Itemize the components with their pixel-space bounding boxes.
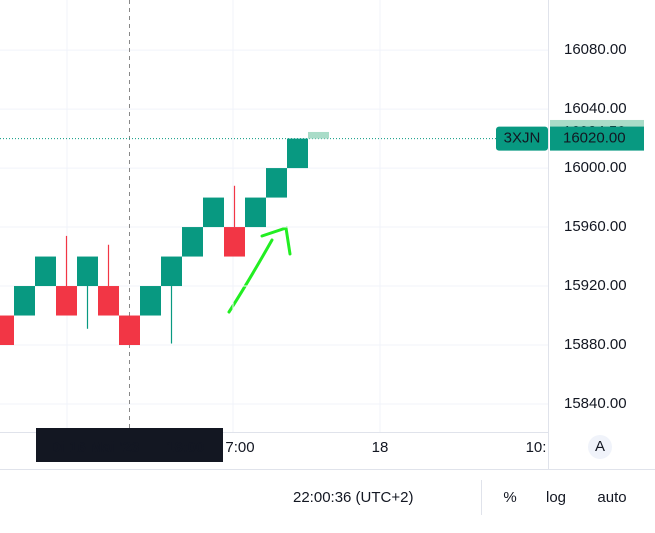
last-price-label: 16020.00 xyxy=(563,130,626,147)
brick xyxy=(98,286,119,316)
pending-brick xyxy=(308,131,329,139)
brick xyxy=(119,315,140,346)
chart-layer: 15840.00 15880.00 15920.00 15960.00 16000.00… xyxy=(0,0,644,506)
brick xyxy=(182,227,203,257)
y-tick-label: 15880.00 xyxy=(564,336,627,353)
clock: 22:00:36 (UTC+2) xyxy=(293,489,413,506)
brick xyxy=(161,256,182,287)
y-tick-label: 16000.00 xyxy=(564,159,627,176)
brick xyxy=(266,168,287,198)
crosshair-box xyxy=(36,428,223,462)
brick xyxy=(77,256,98,287)
brick xyxy=(287,138,308,169)
toolbar-button[interactable]: log xyxy=(546,489,566,506)
toolbar-button[interactable]: auto xyxy=(597,489,626,506)
y-tick-label: 15920.00 xyxy=(564,277,627,294)
brick xyxy=(14,286,35,316)
symbol-box xyxy=(496,126,548,151)
toolbar-button[interactable]: % xyxy=(503,489,516,506)
auto-scale-button[interactable] xyxy=(588,435,612,459)
brick xyxy=(203,197,224,228)
y-tick-label: 16040.00 xyxy=(564,100,627,117)
x-tick-label: 18 xyxy=(372,439,389,456)
crosshair-date: Di 16 Mai '23 xyxy=(50,439,139,456)
last-price-box xyxy=(550,126,644,151)
auto-scale-label[interactable]: A xyxy=(595,438,605,455)
y-tick-label: 16080.00 xyxy=(564,41,627,58)
brick xyxy=(56,286,77,316)
symbol-label: 3XJN xyxy=(504,130,541,147)
x-tick-label: 7:00 xyxy=(225,439,254,456)
brick xyxy=(245,197,266,228)
brick xyxy=(140,286,161,316)
brick xyxy=(35,256,56,287)
y-tick-label: 15960.00 xyxy=(564,218,627,235)
brick xyxy=(224,227,245,257)
crosshair-time: 16:00 xyxy=(166,439,204,456)
x-tick-label: 10: xyxy=(526,439,547,456)
y-tick-label: 15840.00 xyxy=(564,395,627,412)
drawn-arrow xyxy=(227,226,292,314)
brick xyxy=(0,315,14,346)
